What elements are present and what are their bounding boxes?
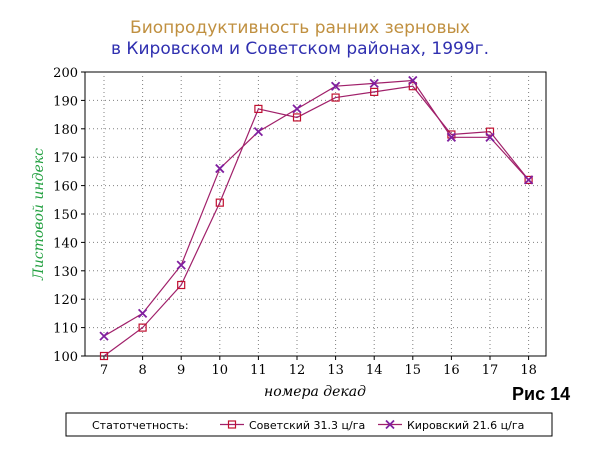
y-tick-label: 150 (53, 208, 78, 223)
legend-marker-0 (227, 420, 237, 429)
x-tick-label: 13 (327, 363, 344, 378)
data-point-0 (331, 93, 340, 102)
data-point-1-stroke-b (137, 308, 148, 319)
x-axis-label: номера декад (264, 384, 366, 400)
data-point-1 (485, 132, 495, 142)
series-line-1 (103, 79, 530, 337)
data-point-0 (177, 280, 186, 290)
legend: Статотчетность: Советский 31.3 ц/га Киров… (65, 412, 553, 437)
series-layer (99, 75, 534, 361)
y-tick-label: 100 (53, 350, 78, 365)
x-tick-label: 15 (405, 363, 422, 378)
x-tick-label: 16 (443, 363, 460, 378)
data-point-1-stroke-b (485, 132, 495, 142)
data-point-0 (215, 198, 224, 207)
data-point-0 (138, 323, 147, 332)
data-point-1 (253, 127, 264, 137)
data-point-1 (330, 81, 341, 91)
data-point-1 (137, 308, 148, 319)
chart-title-line1: Биопродуктивность ранних зерновых (130, 18, 470, 38)
data-point-1 (176, 260, 186, 270)
legend-marker-1-stroke-b (385, 419, 395, 430)
data-point-0 (370, 87, 379, 96)
plot-area (84, 71, 547, 357)
x-tick-label: 17 (482, 363, 499, 378)
x-tick-label: 12 (289, 363, 306, 378)
data-point-1-stroke-b (215, 163, 225, 174)
y-tick-label: 120 (53, 293, 78, 308)
y-tick-label: 160 (53, 180, 78, 195)
data-point-0 (99, 351, 109, 361)
figure-label: Рис 14 (512, 384, 570, 404)
data-point-1-stroke-b (408, 75, 418, 86)
data-point-0 (485, 127, 495, 136)
data-point-1 (99, 331, 109, 341)
data-point-0 (292, 113, 302, 122)
plot-frame (84, 71, 547, 357)
y-tick-label: 170 (53, 151, 78, 166)
y-axis-label: Листовой индекс (31, 148, 47, 281)
legend-label-1: Кировский 21.6 ц/га (407, 419, 524, 432)
x-tick-label: 9 (177, 363, 185, 378)
data-point-1 (369, 78, 379, 88)
y-tick-label: 180 (53, 123, 78, 138)
data-point-1-stroke-b (99, 331, 109, 341)
x-tick-label: 10 (212, 363, 229, 378)
x-tick-label: 7 (100, 363, 108, 378)
data-point-1 (523, 175, 534, 185)
y-tick-label: 140 (53, 236, 78, 251)
series-line-0 (103, 85, 530, 357)
x-tick-label: 14 (366, 363, 383, 378)
x-tick-label: 8 (138, 363, 146, 378)
data-point-0 (524, 175, 533, 185)
data-point-1 (292, 104, 302, 114)
data-point-1-stroke-b (292, 104, 302, 114)
y-tick-label: 130 (53, 265, 78, 280)
y-axis-ticks: 100 110 120 130 140 150 160 170 180 190 200 (53, 66, 85, 365)
data-point-1 (215, 163, 225, 174)
data-point-1-stroke-b (330, 81, 341, 91)
legend-title: Статотчетность: (92, 419, 189, 432)
y-tick-label: 110 (53, 322, 78, 337)
data-point-1-stroke-b (176, 260, 186, 270)
chart-title-line2: в Кировском и Советском районах, 1999г. (111, 39, 489, 59)
data-point-1-stroke-b (523, 175, 534, 185)
y-tick-label: 200 (53, 66, 78, 81)
data-point-1-stroke-b (253, 127, 264, 137)
x-axis-ticks: 7 8 9 10 11 12 13 14 15 16 17 18 (100, 356, 537, 378)
data-point-1 (446, 132, 457, 142)
legend-items: Советский 31.3 ц/га Кировский 21.6 ц/га (220, 419, 524, 432)
data-point-1 (408, 75, 418, 86)
legend-box (65, 412, 553, 437)
y-tick-label: 190 (53, 94, 78, 109)
legend-label-0: Советский 31.3 ц/га (249, 419, 365, 432)
data-point-1-stroke-b (369, 78, 379, 88)
x-tick-label: 18 (520, 363, 537, 378)
data-point-0 (254, 104, 263, 114)
legend-marker-1 (385, 419, 395, 430)
x-tick-label: 11 (250, 363, 267, 378)
data-point-1-stroke-b (446, 132, 457, 142)
